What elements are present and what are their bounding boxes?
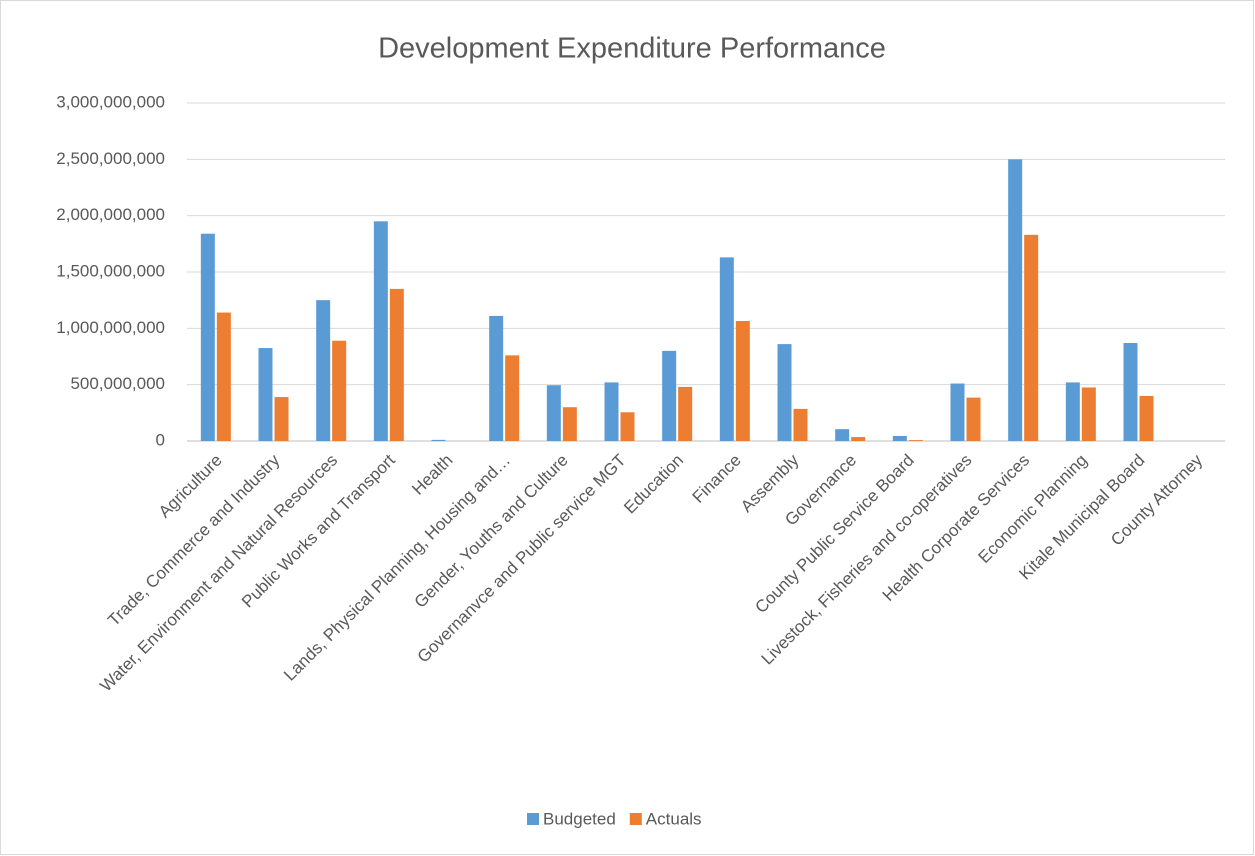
bar [678,386,693,441]
bar [662,350,677,441]
bar [835,429,850,441]
bar [562,407,577,441]
y-tick-label: 3,000,000,000 [56,92,165,111]
bar [373,221,388,441]
bar [735,321,750,441]
legend-label: Actuals [646,809,702,828]
bar [316,300,331,441]
chart-title: Development Expenditure Performance [378,33,886,65]
y-tick-label: 1,500,000,000 [56,261,165,280]
bar [489,315,504,441]
bar [620,412,635,441]
legend-swatch [629,813,642,825]
bar [950,383,965,441]
bar [431,439,446,441]
bar [546,385,561,441]
bar [505,355,520,441]
bar [966,397,981,441]
bar [719,257,734,441]
bar [1139,395,1154,441]
legend-label: Budgeted [543,809,616,828]
y-tick-label: 2,000,000,000 [56,205,165,224]
bar [216,312,231,441]
bar [777,344,792,441]
bar [332,340,347,441]
bar [908,440,923,441]
bar [1008,159,1023,442]
bar [793,408,808,441]
bar [892,435,907,441]
bar [1081,387,1096,441]
bar [389,288,404,441]
bar [1065,382,1080,441]
y-tick-label: 500,000,000 [70,374,165,393]
bar [851,437,866,441]
y-tick-label: 0 [156,430,165,449]
y-tick-label: 2,500,000,000 [56,149,165,168]
bar [274,397,289,441]
bar [1024,234,1039,441]
bar [1123,342,1138,441]
bar [258,348,273,441]
bar [200,233,215,441]
bar [604,382,619,441]
legend-swatch [527,813,539,825]
y-tick-label: 1,000,000,000 [56,318,165,337]
